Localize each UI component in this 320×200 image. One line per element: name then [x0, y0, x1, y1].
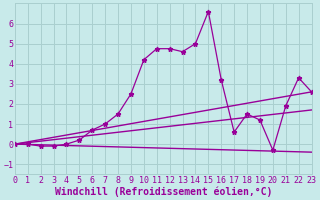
- X-axis label: Windchill (Refroidissement éolien,°C): Windchill (Refroidissement éolien,°C): [54, 186, 272, 197]
